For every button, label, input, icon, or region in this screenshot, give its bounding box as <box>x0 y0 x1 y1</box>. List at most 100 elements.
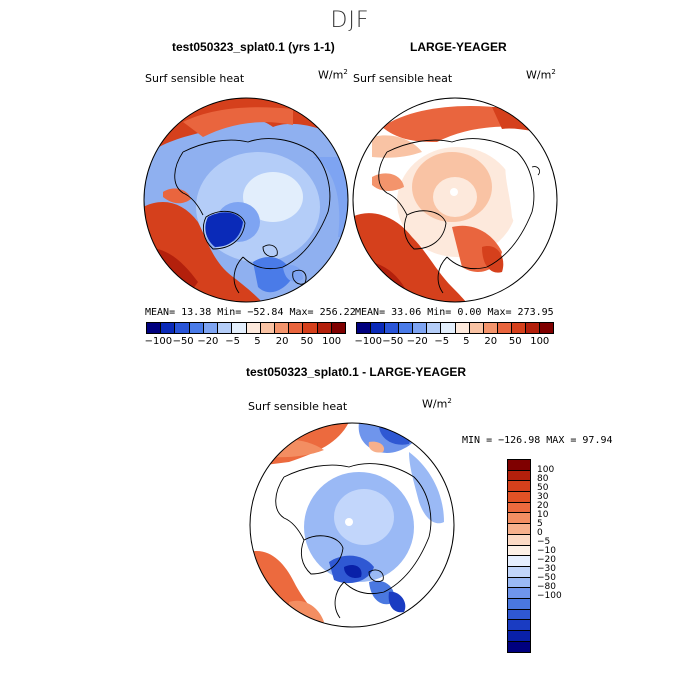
colorbar-swatch <box>508 566 530 578</box>
colorbar-tick-label: −50 <box>382 336 404 347</box>
panel-1-greenland <box>205 212 243 247</box>
panel-1-colorbar <box>146 322 346 334</box>
panel-2-variable-label: Surf sensible heat <box>353 72 453 85</box>
colorbar-swatch <box>508 502 530 514</box>
colorbar-swatch <box>441 323 456 333</box>
colorbar-tick-label: 20 <box>537 501 549 511</box>
colorbar-tick-label: 0 <box>537 528 543 538</box>
colorbar-swatch <box>508 492 530 503</box>
colorbar-swatch <box>508 470 530 482</box>
colorbar-swatch <box>508 534 530 546</box>
colorbar-tick-label: 20 <box>484 336 498 347</box>
panel-3-units: W/m2 <box>422 397 452 411</box>
panel-1-title: test050323_splat0.1 (yrs 1-1) <box>172 40 335 54</box>
colorbar-swatch <box>147 323 162 333</box>
colorbar-swatch <box>161 323 176 333</box>
colorbar-tick-label: 20 <box>275 336 289 347</box>
colorbar-tick-label: 50 <box>537 483 549 493</box>
colorbar-swatch <box>508 620 530 631</box>
colorbar-swatch <box>508 545 530 557</box>
colorbar-swatch <box>399 323 414 333</box>
colorbar-tick-label: −5 <box>537 537 551 547</box>
panel-2-title: LARGE-YEAGER <box>410 40 507 54</box>
colorbar-swatch <box>385 323 400 333</box>
colorbar-tick-label: 30 <box>537 492 549 502</box>
colorbar-tick-label: 50 <box>300 336 314 347</box>
colorbar-tick-label: 5 <box>463 336 470 347</box>
colorbar-swatch <box>274 323 290 333</box>
colorbar-swatch <box>508 556 530 567</box>
colorbar-swatch <box>540 323 554 333</box>
colorbar-tick-label: −20 <box>197 336 219 347</box>
colorbar-tick-label: −100 <box>144 336 173 347</box>
colorbar-swatch <box>175 323 190 333</box>
colorbar-tick-label: −5 <box>434 336 450 347</box>
colorbar-tick-label: −50 <box>172 336 194 347</box>
colorbar-tick-label: −100 <box>537 591 562 601</box>
panel-2-map <box>352 97 558 303</box>
panel-2-colorbar-ticks: −100 −50 −20 −5 5 20 50 100 <box>354 336 552 348</box>
panel-2-map-border <box>352 97 558 303</box>
panel-3-pole-hole <box>345 518 353 526</box>
colorbar-tick-label: −80 <box>537 582 556 592</box>
panel-2-colorbar <box>356 322 554 334</box>
colorbar-tick-label: −10 <box>537 546 556 556</box>
colorbar-swatch <box>508 524 530 535</box>
colorbar-swatch <box>317 323 332 333</box>
panel-3-map <box>249 422 455 628</box>
colorbar-swatch <box>303 323 318 333</box>
panel-2-units: W/m2 <box>526 68 556 82</box>
colorbar-tick-label: 10 <box>537 510 549 520</box>
colorbar-swatch <box>508 598 530 610</box>
colorbar-swatch <box>413 323 428 333</box>
colorbar-swatch <box>218 323 233 333</box>
colorbar-swatch <box>508 631 530 642</box>
colorbar-tick-label: −20 <box>537 555 556 565</box>
panel-3-coastlines <box>275 463 432 619</box>
colorbar-swatch <box>455 323 470 333</box>
colorbar-tick-label: −20 <box>406 336 428 347</box>
colorbar-swatch <box>497 323 512 333</box>
colorbar-swatch <box>508 460 530 471</box>
colorbar-swatch <box>508 588 530 599</box>
panel-1-variable-label: Surf sensible heat <box>145 72 245 85</box>
colorbar-swatch <box>525 323 541 333</box>
panel-2-north-pacific-warm <box>382 106 522 142</box>
colorbar-tick-label: −50 <box>537 573 556 583</box>
colorbar-swatch <box>260 323 275 333</box>
colorbar-swatch <box>508 609 530 621</box>
panel-2-coastlines <box>378 138 541 294</box>
colorbar-swatch <box>469 323 484 333</box>
colorbar-swatch <box>289 323 304 333</box>
panel-3-variable-label: Surf sensible heat <box>248 400 348 413</box>
colorbar-tick-label: 5 <box>254 336 261 347</box>
colorbar-tick-label: 100 <box>537 465 555 475</box>
colorbar-swatch <box>511 323 526 333</box>
panel-3-stats: MIN = −126.98 MAX = 97.94 <box>462 435 613 446</box>
colorbar-swatch <box>357 323 372 333</box>
colorbar-tick-label: −5 <box>225 336 240 347</box>
colorbar-swatch <box>246 323 261 333</box>
panel-3-title: test050323_splat0.1 - LARGE-YEAGER <box>246 365 467 379</box>
colorbar-swatch <box>427 323 442 333</box>
panel-1-map <box>143 97 349 303</box>
colorbar-tick-label: 100 <box>530 336 550 347</box>
colorbar-swatch <box>371 323 386 333</box>
panel-1-units: W/m2 <box>318 68 348 82</box>
colorbar-tick-label: 5 <box>537 519 543 529</box>
colorbar-swatch <box>508 641 530 653</box>
colorbar-tick-label: −100 <box>354 336 382 347</box>
panel-1-map-border <box>143 97 349 303</box>
colorbar-swatch <box>189 323 204 333</box>
panel-3-colorbar <box>507 459 531 654</box>
panel-3-colorbar-ticks: 100 80 50 30 20 10 5 0 −5 −10 −20 −30 −50 −80 −100 <box>537 459 577 621</box>
panel-2-stats: MEAN= 33.06 Min= 0.00 Max= 273.95 <box>355 307 554 318</box>
colorbar-tick-label: 80 <box>537 474 549 484</box>
panel-1-colorbar-ticks: −100 −50 −20 −5 5 20 50 100 <box>144 336 344 348</box>
colorbar-swatch <box>508 577 530 589</box>
panel-3-map-border <box>249 422 455 628</box>
colorbar-tick-label: 50 <box>508 336 522 347</box>
colorbar-swatch <box>508 481 530 493</box>
panel-1-stats: MEAN= 13.38 Min= −52.84 Max= 256.22 <box>145 307 356 318</box>
colorbar-swatch <box>483 323 498 333</box>
